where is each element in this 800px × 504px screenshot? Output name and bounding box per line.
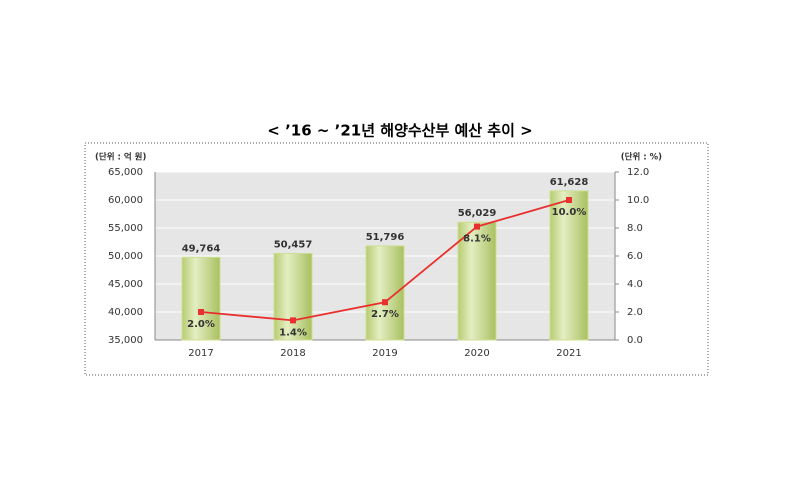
y2-unit-label: (단위 : %) [621,152,662,163]
chart-frame [84,142,709,376]
x-tick-label: 2019 [372,348,397,359]
bar-value-label: 51,796 [366,232,405,243]
y-tick-label: 40,000 [108,307,143,318]
line-marker [290,317,296,324]
line-value-label: 1.4% [279,327,307,338]
y-tick-label: 60,000 [108,195,143,206]
bar [457,221,497,341]
bar [181,256,221,341]
y-tick-label: 45,000 [108,279,143,290]
line-value-label: 8.1% [463,234,491,245]
bar-value-label: 56,029 [458,208,497,219]
y-unit-label: (단위 : 억 원) [95,152,146,163]
y2-tick-label: 10.0 [627,195,649,206]
line-marker [382,299,388,306]
line-marker [566,197,572,203]
x-tick-label: 2017 [188,348,213,359]
bar-value-label: 61,628 [550,177,589,188]
y2-tick-label: 2.0 [627,307,643,318]
y-tick-label: 55,000 [108,223,143,234]
bar-value-label: 49,764 [182,243,221,254]
line-marker [198,309,204,315]
y2-tick-label: 6.0 [627,251,643,262]
line-value-label: 2.0% [187,319,215,330]
y2-tick-label: 4.0 [627,279,643,290]
y2-tick-label: 0.0 [627,335,643,346]
y-tick-label: 50,000 [108,251,143,262]
x-tick-label: 2021 [556,348,581,359]
bar [549,190,589,341]
line-value-label: 10.0% [552,207,587,218]
bar [365,245,405,341]
bar [273,252,313,341]
y-tick-label: 35,000 [108,335,143,346]
line-value-label: 2.7% [371,309,399,320]
y2-tick-label: 8.0 [627,223,643,234]
y2-tick-label: 12.0 [627,167,649,178]
x-tick-label: 2018 [280,348,305,359]
y-tick-label: 65,000 [108,167,143,178]
bar-value-label: 50,457 [274,239,313,250]
chart-title: < ’16 ~ ’21년 해양수산부 예산 추이 > [267,122,532,140]
x-tick-label: 2020 [464,348,489,359]
line-marker [474,223,480,230]
